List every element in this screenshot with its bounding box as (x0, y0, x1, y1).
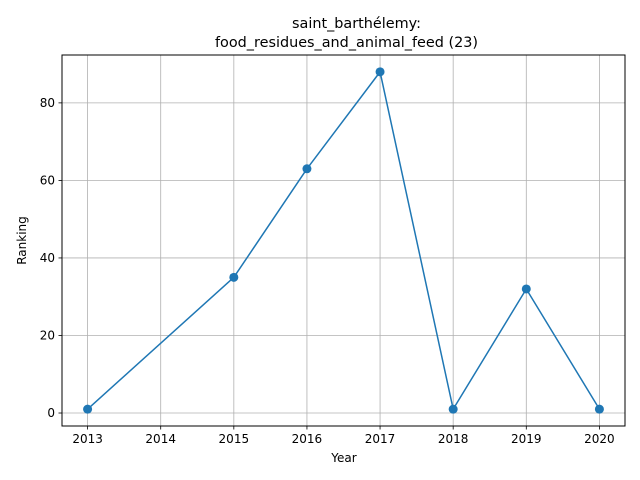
x-tick-label: 2015 (219, 432, 250, 446)
data-point (375, 67, 385, 77)
data-point (448, 404, 458, 414)
data-series (83, 67, 604, 414)
x-axis-label: Year (330, 451, 356, 465)
x-tick-label: 2019 (511, 432, 542, 446)
axis-ticks: 2013 2014 2015 2016 2017 2018 2019 2020 0 20 40 60 8… (40, 96, 615, 446)
data-point (229, 272, 239, 282)
y-tick-label: 60 (40, 174, 55, 188)
chart-title-line-1: saint_barthélemy: (292, 16, 421, 32)
x-tick-label: 2016 (292, 432, 323, 446)
x-tick-label: 2013 (72, 432, 103, 446)
x-tick-label: 2018 (438, 432, 469, 446)
plot-area-frame (61, 54, 626, 427)
x-tick-label: 2014 (145, 432, 176, 446)
data-point (302, 164, 312, 174)
grid-lines (62, 55, 625, 426)
y-tick-label: 20 (40, 329, 55, 343)
data-point (83, 404, 93, 414)
y-tick-label: 40 (40, 251, 55, 265)
y-axis-label: Ranking (15, 216, 29, 265)
x-tick-label: 2017 (365, 432, 396, 446)
y-tick-label: 80 (40, 96, 55, 110)
x-tick-label: 2020 (584, 432, 615, 446)
data-point (594, 404, 604, 414)
chart-title-line-2: food_residues_and_animal_feed (23) (215, 35, 478, 51)
y-tick-label: 0 (47, 406, 55, 420)
series-line (87, 71, 601, 410)
data-point (521, 284, 531, 294)
